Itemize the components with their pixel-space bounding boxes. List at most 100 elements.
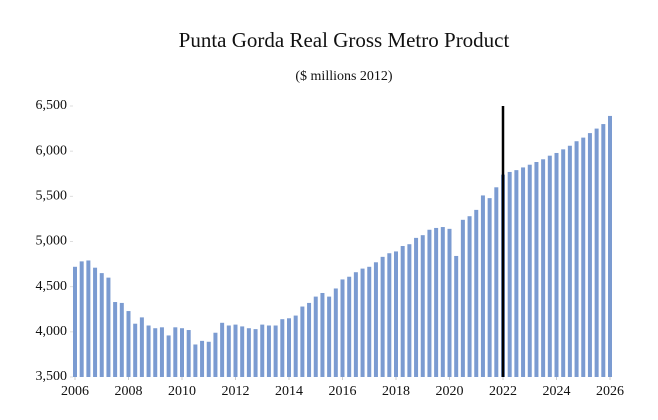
- bar: [554, 152, 559, 377]
- bar: [574, 141, 579, 377]
- x-tick-label: 2022: [489, 384, 517, 399]
- bar: [146, 325, 151, 377]
- y-tick-label: 5,000: [36, 234, 68, 249]
- bar: [467, 216, 472, 377]
- bar: [173, 327, 178, 377]
- x-tick-label: 2008: [115, 384, 143, 399]
- bar: [494, 187, 499, 377]
- bar: [427, 229, 432, 377]
- bar: [587, 133, 592, 377]
- bar: [213, 332, 218, 377]
- bar: [320, 292, 325, 377]
- bar: [387, 253, 392, 377]
- bar: [266, 325, 271, 377]
- x-tick-label: 2026: [596, 384, 624, 399]
- bar: [93, 267, 98, 377]
- bar: [608, 115, 612, 377]
- bar: [534, 162, 539, 377]
- bar: [139, 317, 144, 377]
- bar: [420, 235, 425, 377]
- bar: [186, 330, 191, 377]
- y-tick-label: 4,000: [36, 324, 68, 339]
- bar: [347, 276, 352, 377]
- bar: [313, 296, 318, 377]
- bar: [487, 198, 492, 377]
- bar: [113, 302, 118, 377]
- bar: [507, 171, 512, 377]
- bar: [474, 209, 479, 377]
- bar: [601, 124, 606, 377]
- bar: [300, 306, 305, 377]
- bar: [414, 237, 419, 377]
- bar: [159, 327, 164, 377]
- bar: [233, 324, 238, 377]
- bar: [547, 155, 552, 377]
- x-tick-label: 2014: [275, 384, 303, 399]
- bar: [153, 328, 158, 377]
- bar: [480, 195, 485, 377]
- bar: [394, 251, 398, 377]
- x-tick-label: 2010: [168, 384, 196, 399]
- bar: [246, 328, 251, 377]
- bar: [79, 261, 84, 377]
- bar: [333, 288, 338, 377]
- bar: [287, 318, 291, 377]
- bar: [180, 328, 184, 377]
- bar: [527, 164, 532, 377]
- y-tick-label: 6,000: [36, 143, 68, 158]
- y-tick-label: 6,500: [36, 98, 68, 113]
- bar: [521, 167, 526, 377]
- bar: [226, 325, 231, 377]
- bar: [126, 311, 131, 377]
- y-tick-label: 4,500: [36, 279, 68, 294]
- bar: [280, 319, 285, 377]
- bar: [253, 329, 258, 377]
- bar: [340, 279, 345, 377]
- bar: [400, 246, 405, 377]
- bar: [99, 273, 104, 377]
- bar: [260, 324, 265, 377]
- bar: [434, 227, 439, 377]
- bar: [561, 149, 566, 377]
- bar: [133, 323, 138, 377]
- x-tick-label: 2016: [329, 384, 357, 399]
- bar: [581, 137, 586, 377]
- x-tick-label: 2024: [543, 384, 571, 399]
- bar: [206, 341, 211, 377]
- bar: [273, 325, 278, 377]
- x-tick-label: 2006: [61, 384, 89, 399]
- y-tick-label: 3,500: [36, 369, 68, 384]
- bar: [73, 266, 77, 377]
- bar: [440, 227, 445, 377]
- bar: [594, 128, 599, 377]
- chart-subtitle: ($ millions 2012): [295, 69, 393, 84]
- bar: [193, 344, 198, 377]
- bar: [380, 256, 385, 377]
- bar: [514, 170, 519, 377]
- bar: [240, 326, 245, 377]
- x-tick-label: 2020: [436, 384, 464, 399]
- bar: [106, 277, 111, 377]
- bar: [567, 145, 572, 377]
- bar: [86, 260, 91, 377]
- x-tick-label: 2018: [382, 384, 410, 399]
- bar: [220, 322, 225, 377]
- bar: [407, 244, 412, 377]
- bar: [447, 228, 452, 377]
- bar: [454, 255, 459, 377]
- bar: [327, 296, 332, 377]
- bar: [353, 272, 358, 377]
- y-tick-label: 5,500: [36, 189, 68, 204]
- bar: [360, 268, 365, 377]
- bar: [460, 219, 465, 377]
- bar: [367, 266, 372, 377]
- bar: [119, 302, 124, 377]
- x-tick-label: 2012: [222, 384, 250, 399]
- bar: [541, 159, 546, 377]
- bar: [293, 315, 298, 377]
- bar: [166, 335, 171, 377]
- bar: [307, 302, 312, 377]
- bar: [373, 262, 378, 377]
